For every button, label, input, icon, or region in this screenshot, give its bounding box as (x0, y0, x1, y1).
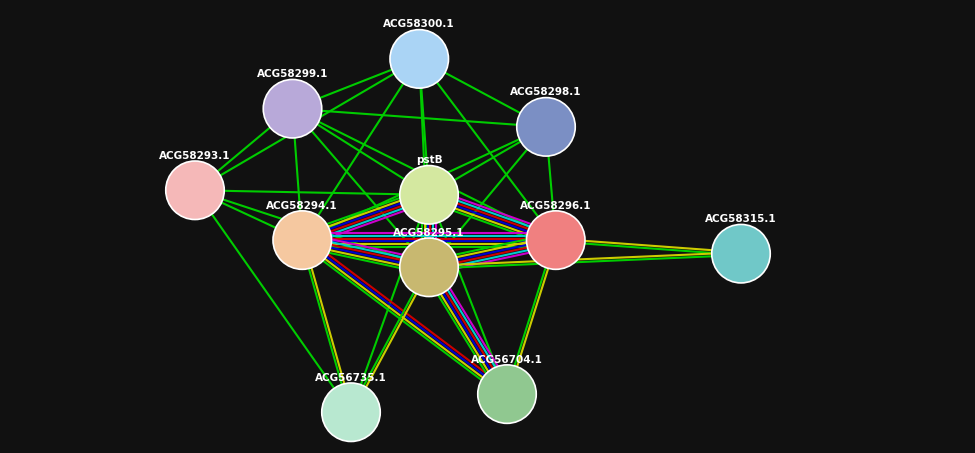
Ellipse shape (322, 383, 380, 442)
Text: ACG58294.1: ACG58294.1 (266, 201, 338, 211)
Text: ACG58298.1: ACG58298.1 (510, 87, 582, 97)
Ellipse shape (712, 224, 770, 283)
Ellipse shape (526, 211, 585, 270)
Text: pstB: pstB (415, 155, 443, 165)
Text: ACG58296.1: ACG58296.1 (520, 201, 592, 211)
Ellipse shape (263, 79, 322, 138)
Text: ACG56704.1: ACG56704.1 (471, 355, 543, 365)
Text: ACG58293.1: ACG58293.1 (159, 151, 231, 161)
Ellipse shape (478, 365, 536, 424)
Text: ACG56735.1: ACG56735.1 (315, 373, 387, 383)
Ellipse shape (400, 238, 458, 297)
Ellipse shape (166, 161, 224, 220)
Text: ACG58315.1: ACG58315.1 (705, 214, 777, 224)
Ellipse shape (273, 211, 332, 270)
Ellipse shape (517, 97, 575, 156)
Text: ACG58295.1: ACG58295.1 (393, 228, 465, 238)
Text: ACG58299.1: ACG58299.1 (256, 69, 329, 79)
Ellipse shape (400, 165, 458, 224)
Ellipse shape (390, 29, 448, 88)
Text: ACG58300.1: ACG58300.1 (383, 19, 455, 29)
